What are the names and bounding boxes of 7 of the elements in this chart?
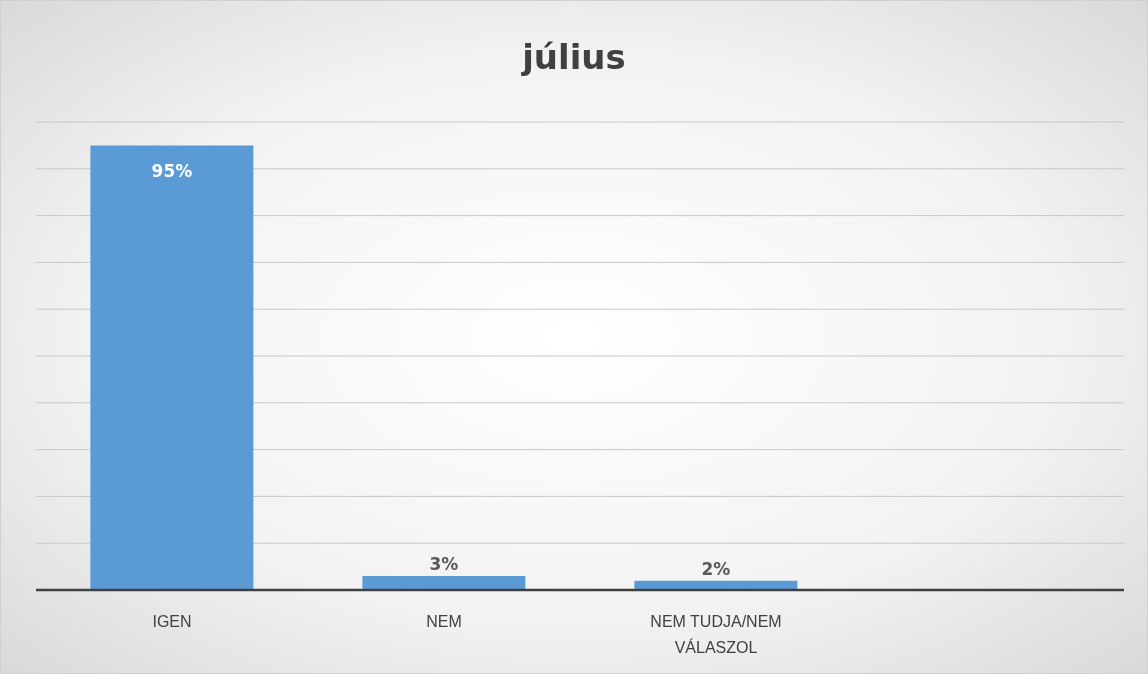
data-label: 3% — [429, 553, 459, 574]
chart-title: július — [520, 37, 627, 77]
data-label: 95% — [151, 161, 193, 182]
x-tick-label: NEM — [426, 613, 462, 631]
x-tick-label: IGEN — [152, 613, 192, 631]
data-label: 2% — [701, 558, 731, 579]
x-tick-label: NEM TUDJA/NEM VÁLASZOL — [650, 613, 782, 657]
